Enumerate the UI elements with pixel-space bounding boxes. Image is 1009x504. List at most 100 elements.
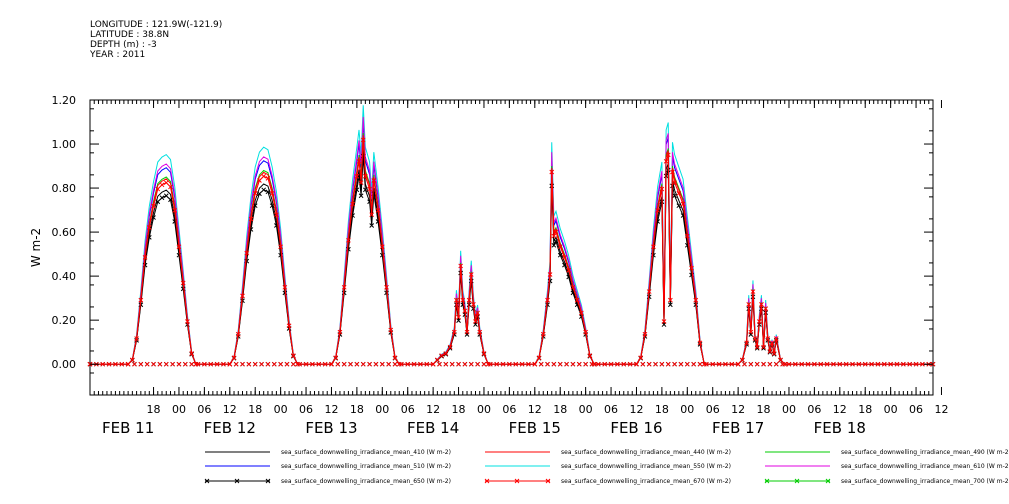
data-point — [265, 361, 271, 367]
data-point — [144, 361, 150, 367]
data-point — [424, 361, 430, 367]
data-point — [337, 329, 343, 335]
data-point — [468, 272, 474, 277]
data-point — [151, 215, 156, 220]
data-point — [507, 361, 512, 367]
data-point — [437, 361, 442, 367]
data-point — [261, 187, 267, 193]
data-point — [163, 180, 169, 186]
data-point — [138, 361, 144, 367]
data-point — [693, 297, 699, 303]
data-point — [551, 242, 557, 248]
data-point — [735, 361, 741, 367]
data-point — [335, 361, 341, 367]
data-point — [443, 361, 449, 367]
data-point — [900, 361, 906, 367]
legend-marker — [234, 478, 240, 484]
data-point — [333, 355, 339, 361]
data-point — [676, 203, 682, 209]
data-point — [583, 361, 588, 367]
x-day-label: FEB 13 — [305, 419, 357, 437]
legend-marker — [825, 478, 831, 484]
data-point — [464, 329, 470, 335]
data-point — [583, 329, 588, 335]
data-point — [119, 361, 125, 367]
legend-marker — [204, 478, 210, 484]
data-point — [155, 186, 161, 192]
data-point — [240, 361, 245, 367]
data-point — [640, 361, 646, 367]
data-point — [138, 297, 144, 303]
data-point — [375, 208, 381, 213]
data-point — [113, 361, 118, 367]
data-point — [456, 314, 461, 320]
data-point — [322, 361, 328, 367]
x-tick-label: 18 — [858, 403, 872, 416]
data-point — [244, 250, 250, 256]
data-point — [202, 361, 207, 367]
data-point — [759, 302, 764, 307]
data-point — [456, 318, 461, 323]
data-point — [443, 351, 449, 357]
longitude-text: LONGITUDE : 121.9W(-121.9) — [90, 20, 223, 30]
data-point — [278, 361, 283, 367]
data-point — [564, 361, 569, 367]
data-point — [670, 169, 675, 175]
data-point — [754, 345, 760, 351]
data-point — [742, 361, 747, 367]
data-point — [233, 361, 239, 367]
legend-item: sea_surface_downwelling_irradiance_mean_… — [205, 449, 451, 456]
data-point — [799, 361, 805, 367]
data-point — [189, 361, 195, 367]
data-point — [850, 361, 855, 367]
data-point — [672, 361, 677, 367]
data-point — [615, 361, 620, 367]
data-point — [146, 225, 152, 230]
y-tick-label: 1.20 — [52, 94, 77, 107]
x-tick-label: 12 — [934, 403, 948, 416]
data-point — [371, 178, 377, 183]
x-tick-label: 18 — [147, 403, 161, 416]
data-point — [284, 361, 290, 367]
data-point — [672, 180, 677, 186]
data-point — [208, 361, 214, 367]
data-point — [303, 361, 309, 367]
data-point — [763, 306, 769, 312]
data-point — [388, 327, 394, 333]
data-point — [475, 361, 480, 367]
data-point — [176, 244, 182, 250]
latitude-text: LATITUDE : 38.8N — [90, 30, 170, 40]
data-point — [195, 361, 201, 367]
data-point — [729, 361, 735, 367]
legend-label: sea_surface_downwelling_irradiance_mean_… — [841, 449, 1009, 456]
data-point — [471, 302, 476, 307]
series-line — [90, 105, 933, 365]
x-tick-label: 06 — [299, 403, 313, 416]
data-point — [756, 319, 762, 324]
data-point — [547, 272, 553, 277]
data-point — [748, 361, 754, 367]
data-point — [513, 361, 519, 367]
data-point — [773, 361, 779, 367]
data-point — [231, 355, 237, 361]
x-tick-label: 18 — [655, 403, 669, 416]
data-point — [773, 336, 779, 341]
data-point — [545, 297, 550, 303]
legend-label: sea_surface_downwelling_irradiance_mean_… — [281, 478, 451, 485]
data-point — [329, 361, 334, 367]
data-point — [373, 361, 379, 367]
data-point — [653, 361, 658, 367]
data-point — [812, 361, 817, 367]
data-point — [348, 361, 353, 367]
data-point — [261, 173, 267, 179]
data-point — [290, 353, 296, 358]
data-point — [659, 186, 665, 192]
x-day-label: FEB 11 — [102, 419, 154, 437]
data-point — [746, 302, 752, 307]
data-point — [680, 201, 686, 207]
data-point — [367, 361, 372, 367]
x-tick-label: 06 — [401, 403, 415, 416]
data-point — [767, 349, 773, 354]
x-tick-label: 06 — [807, 403, 821, 416]
data-point — [761, 361, 766, 367]
